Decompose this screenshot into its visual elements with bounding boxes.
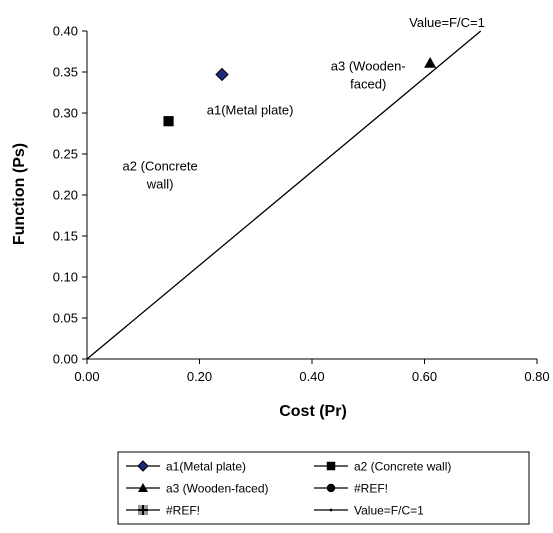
legend-item: a3 (Wooden-faced) bbox=[126, 482, 269, 496]
legend-item: a2 (Concrete wall) bbox=[314, 460, 451, 474]
annotations: a1(Metal plate) a2 (Concrete wall) a3 (Wood… bbox=[123, 15, 485, 191]
legend-marker bbox=[137, 460, 149, 472]
legend-item: #REF! bbox=[314, 482, 388, 496]
data-point-diamond bbox=[215, 67, 229, 82]
y-tick-label: 0.10 bbox=[53, 270, 78, 285]
legend-label: Value=F/C=1 bbox=[354, 504, 424, 518]
y-axis-ticks: 0.00 0.05 0.10 0.15 0.20 0.25 0.30 0.35 0.40 bbox=[53, 24, 87, 367]
data-point-square bbox=[163, 116, 174, 127]
y-tick-label: 0.15 bbox=[53, 229, 78, 244]
legend-marker bbox=[326, 483, 336, 493]
legend-item: a1(Metal plate) bbox=[126, 460, 246, 474]
legend-label: a2 (Concrete wall) bbox=[354, 460, 451, 474]
legend-label: a1(Metal plate) bbox=[166, 460, 246, 474]
x-tick-label: 0.00 bbox=[74, 369, 99, 384]
legend-label: a3 (Wooden-faced) bbox=[166, 482, 269, 496]
y-tick-label: 0.35 bbox=[53, 65, 78, 80]
value-line bbox=[86, 30, 482, 360]
y-tick-label: 0.25 bbox=[53, 147, 78, 162]
x-tick-label: 0.40 bbox=[299, 369, 324, 384]
y-tick-label: 0.20 bbox=[53, 188, 78, 203]
x-axis-title: Cost (Pr) bbox=[279, 403, 347, 420]
y-tick-label: 0.30 bbox=[53, 106, 78, 121]
legend-item: Value=F/C=1 bbox=[314, 504, 424, 518]
legend: a1(Metal plate) a2 (Concrete wall) a3 (Woo… bbox=[117, 451, 530, 525]
data-annotation: a2 (Concrete wall) bbox=[123, 158, 198, 191]
legend-label: #REF! bbox=[166, 504, 200, 518]
y-tick-label: 0.40 bbox=[53, 24, 78, 39]
legend-item: #REF! bbox=[126, 504, 200, 518]
data-annotation: a1(Metal plate) bbox=[207, 103, 294, 118]
legend-marker bbox=[138, 505, 148, 515]
x-tick-label: 0.20 bbox=[187, 369, 212, 384]
data-annotation: a3 (Wooden-faced) bbox=[331, 58, 406, 91]
y-tick-label: 0.00 bbox=[53, 352, 78, 367]
legend-label: #REF! bbox=[354, 482, 388, 496]
legend-marker bbox=[138, 483, 148, 492]
data-point-triangle bbox=[424, 56, 437, 68]
x-tick-label: 0.80 bbox=[524, 369, 549, 384]
data-annotation: Value=F/C=1 bbox=[409, 15, 485, 30]
legend-marker bbox=[329, 508, 333, 512]
y-axis-title: Function (Ps) bbox=[11, 143, 28, 245]
y-tick-label: 0.05 bbox=[53, 311, 78, 326]
x-tick-label: 0.60 bbox=[412, 369, 437, 384]
plot-area bbox=[86, 30, 537, 360]
legend-marker bbox=[326, 461, 336, 471]
x-axis-ticks: 0.00 0.20 0.40 0.60 0.80 bbox=[74, 359, 550, 384]
